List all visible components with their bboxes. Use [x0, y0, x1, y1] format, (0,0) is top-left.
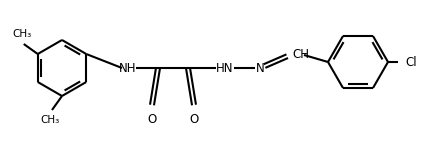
Text: CH₃: CH₃ [40, 115, 59, 125]
Text: N: N [256, 61, 264, 75]
Text: CH₃: CH₃ [12, 29, 31, 39]
Text: NH: NH [119, 61, 137, 75]
Text: O: O [189, 113, 199, 126]
Text: O: O [148, 113, 157, 126]
Text: CH: CH [292, 48, 309, 62]
Text: HN: HN [216, 61, 234, 75]
Text: Cl: Cl [405, 56, 417, 69]
